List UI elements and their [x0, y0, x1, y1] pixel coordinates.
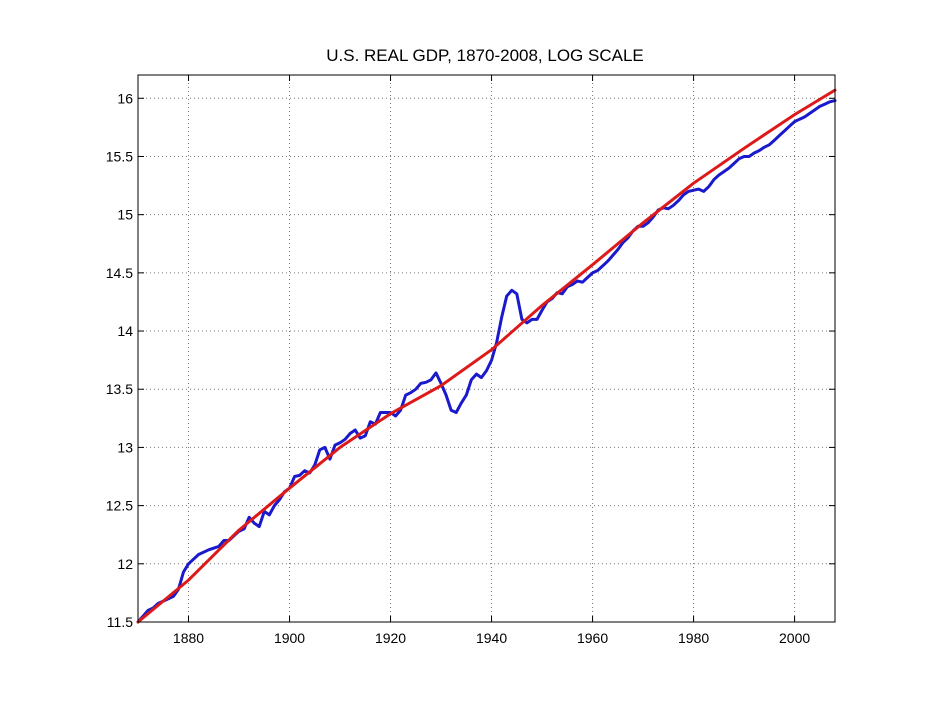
y-tick-label: 12.5 — [106, 498, 133, 514]
y-tick-label: 13.5 — [106, 381, 133, 397]
x-tick-label: 1940 — [476, 630, 507, 646]
axis-ticks: 1880 1900 1920 1940 1960 1980 2000 11.5 12 12.5 13… — [106, 75, 835, 646]
x-tick-label: 1900 — [274, 630, 305, 646]
y-tick-label: 13 — [117, 439, 133, 455]
y-tick-label: 14.5 — [106, 265, 133, 281]
y-tick-label: 11.5 — [107, 614, 133, 630]
grid-lines — [138, 75, 835, 622]
gdp-series-line — [136, 99, 837, 624]
trend-line — [136, 88, 837, 624]
x-tick-label: 2000 — [779, 630, 810, 646]
series-lines — [136, 88, 837, 624]
y-tick-label: 15.5 — [106, 148, 133, 164]
y-tick-label: 12 — [117, 556, 133, 572]
x-tick-label: 1920 — [375, 630, 406, 646]
x-tick-label: 1960 — [577, 630, 608, 646]
chart-title: U.S. REAL GDP, 1870-2008, LOG SCALE — [326, 46, 644, 65]
y-tick-label: 14 — [117, 323, 133, 339]
x-tick-label: 1880 — [173, 630, 204, 646]
y-tick-label: 16 — [117, 90, 133, 106]
x-tick-label: 1980 — [678, 630, 709, 646]
plot-area-frame — [137, 74, 836, 623]
y-tick-label: 15 — [117, 207, 133, 223]
